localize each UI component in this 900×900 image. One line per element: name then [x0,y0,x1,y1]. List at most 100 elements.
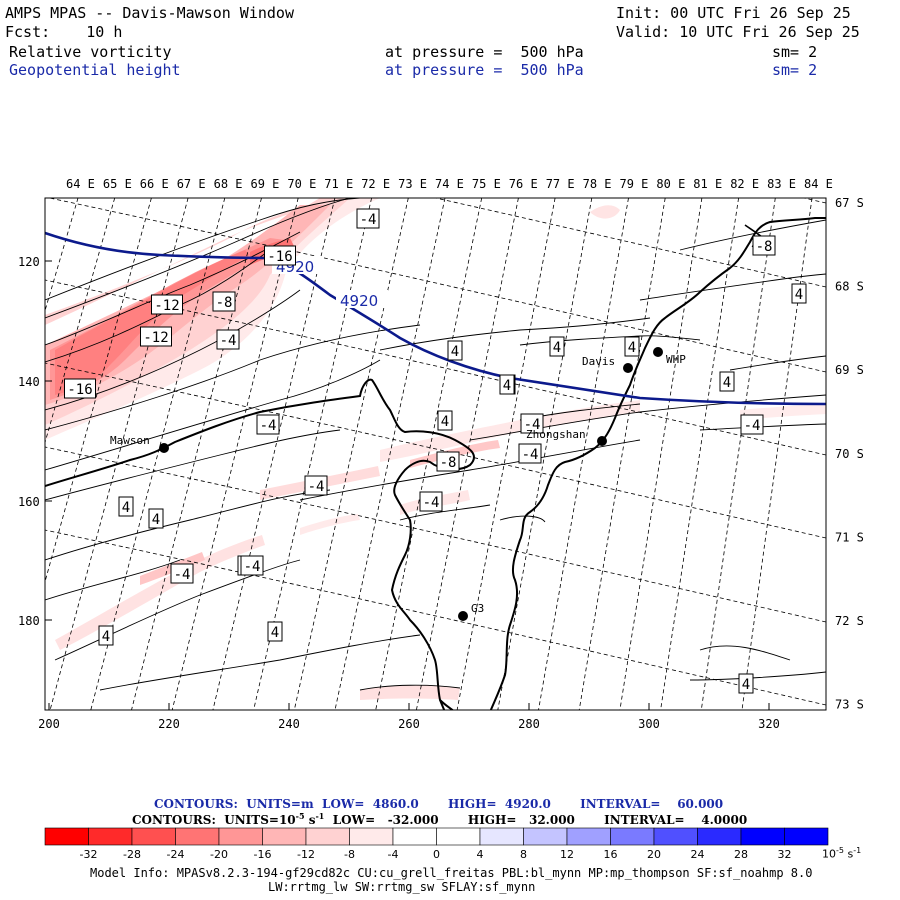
latitude-labels: 67 S 68 S 69 S 70 S 71 S 72 S 73 S [835,196,864,712]
vorticity-label: -4 [744,418,761,434]
vort-low: LOW= -32.000 [332,813,439,827]
colorbar-label: -24 [166,848,185,861]
colorbar-segment [44,827,89,846]
longitude-labels: 64 E 65 E 66 E 67 E 68 E 69 E 70 E 71 E 72 E 73 E… [66,177,833,191]
station-dot-mawson [159,443,169,453]
longitude-gridline [660,198,739,710]
latitude-label: 72 S [835,614,864,628]
field1-smoothing: sm= 2 [772,43,818,61]
vorticity-label-box [98,625,114,646]
longitude-gridline [578,198,666,710]
longitude-gridline [293,198,409,710]
vorticity-label: -4 [522,447,539,463]
vorticity-label: -4 [524,417,541,433]
colorbar-label: -28 [123,848,141,861]
station-label-whp: WHP [666,353,686,366]
field2-name: Geopotential height [9,61,181,79]
colorbar-label: 0 [433,848,440,861]
y-axis-label: 160 [18,495,40,509]
vorticity-label: -12 [143,330,168,346]
colorbar-label: -20 [210,848,228,861]
station-dot-davis [623,363,633,373]
height-contour-info: CONTOURS: UNITS=m LOW= 4860.0 HIGH= 4920… [154,797,723,811]
vorticity-label: -4 [220,333,237,349]
vorticity-label-box [304,475,328,496]
vort-units-sup: -5 [295,811,305,821]
vorticity-label: -8 [440,455,457,471]
colorbar-segment [262,827,307,846]
vorticity-label-box [140,326,172,347]
height-label-2: 4920 [340,292,378,310]
latitude-label: 70 S [835,447,864,461]
longitude-label: 74 E [435,177,464,191]
field2-level: at pressure = 500 hPa [385,61,584,79]
station-label-zhongshan: Zhongshan [526,428,586,441]
colorbar-label: 8 [520,848,527,861]
station-label-davis: Davis [582,355,615,368]
vorticity-label-box [719,371,735,392]
colorbar-label: 32 [777,848,792,861]
station-dot-zhongshan [597,436,607,446]
vorticity-labels: -16 -12 -8 -12 -4 -16 -4 -4 4 4 4 4 -4 4 -4 4 -4 4 -4 -8 -4 -… [64,208,807,694]
longitude-gridline [700,198,776,710]
vorticity-label: -4 [423,495,440,511]
stations: Davis WHP Mawson Zhongshan G3 [110,347,686,621]
latitude-label: 68 S [835,280,864,294]
longitude-label: 81 E [693,177,722,191]
colorbar-segment [697,827,742,846]
colorbar-label: 28 [734,848,748,861]
vort-units-sup2: -1 [315,811,325,821]
colorbar-segment [436,827,481,846]
colorbar-segment [88,827,133,846]
colorbar-segment [131,827,176,846]
colorbar-label: 24 [690,848,705,861]
colorbar-label: -8 [344,848,355,861]
vorticity-label-box [148,508,164,529]
vorticity-label-box [499,374,515,395]
vorticity-label: 4 [441,414,449,430]
y-axis-label: 120 [18,255,40,269]
colorbar-segment [566,827,611,846]
vorticity-label: 4 [503,378,511,394]
longitude-label: 73 E [398,177,427,191]
longitude-label: 84 E [804,177,833,191]
vorticity-label-box [151,294,183,315]
coastline [45,217,826,710]
colorbar-label: 12 [560,848,574,861]
vorticity-label-box [256,414,280,435]
x-axis-label: 320 [758,717,780,731]
longitude-label: 69 E [251,177,280,191]
vorticity-contour-info: CONTOURS: UNITS=10-5 s-1 LOW= -32.000 HI… [132,811,747,827]
model-info-line1: Model Info: MPASv8.2.3-194-gf29cd82c CU:… [90,866,813,880]
latitude-label: 67 S [835,196,864,210]
height-interval: INTERVAL= 60.000 [580,797,724,811]
colorbar-segment [218,827,263,846]
vorticity-label: -16 [67,382,92,398]
station-dot-g3 [458,611,468,621]
vorticity-label-box [419,491,443,512]
vorticity-label: -4 [260,418,277,434]
vorticity-label: 4 [723,375,731,391]
colorbar-label: -16 [253,848,272,861]
latitude-gridline [45,446,826,623]
station-label-g3: G3 [471,602,484,615]
vort-units-tail: s [304,813,316,827]
vort-contours-label: CONTOURS: [132,813,216,827]
vorticity-label: 4 [271,625,279,641]
station-label-mawson: Mawson [110,434,150,447]
field1-level: at pressure = 500 hPa [385,43,584,61]
latitude-label: 73 S [835,698,864,712]
colorbar-label: -32 [79,848,98,861]
longitude-label: 64 E [66,177,95,191]
vorticity-label: -16 [267,249,292,265]
longitude-label: 66 E [140,177,169,191]
longitude-label: 76 E [509,177,538,191]
colorbar-segment [392,827,437,846]
x-axis-label: 220 [158,717,180,731]
vorticity-label-box [64,378,96,399]
colorbar-units-tail: s [843,847,854,861]
vorticity-label: 4 [451,344,459,360]
x-axis-label: 300 [638,717,660,731]
longitude-label: 79 E [620,177,649,191]
